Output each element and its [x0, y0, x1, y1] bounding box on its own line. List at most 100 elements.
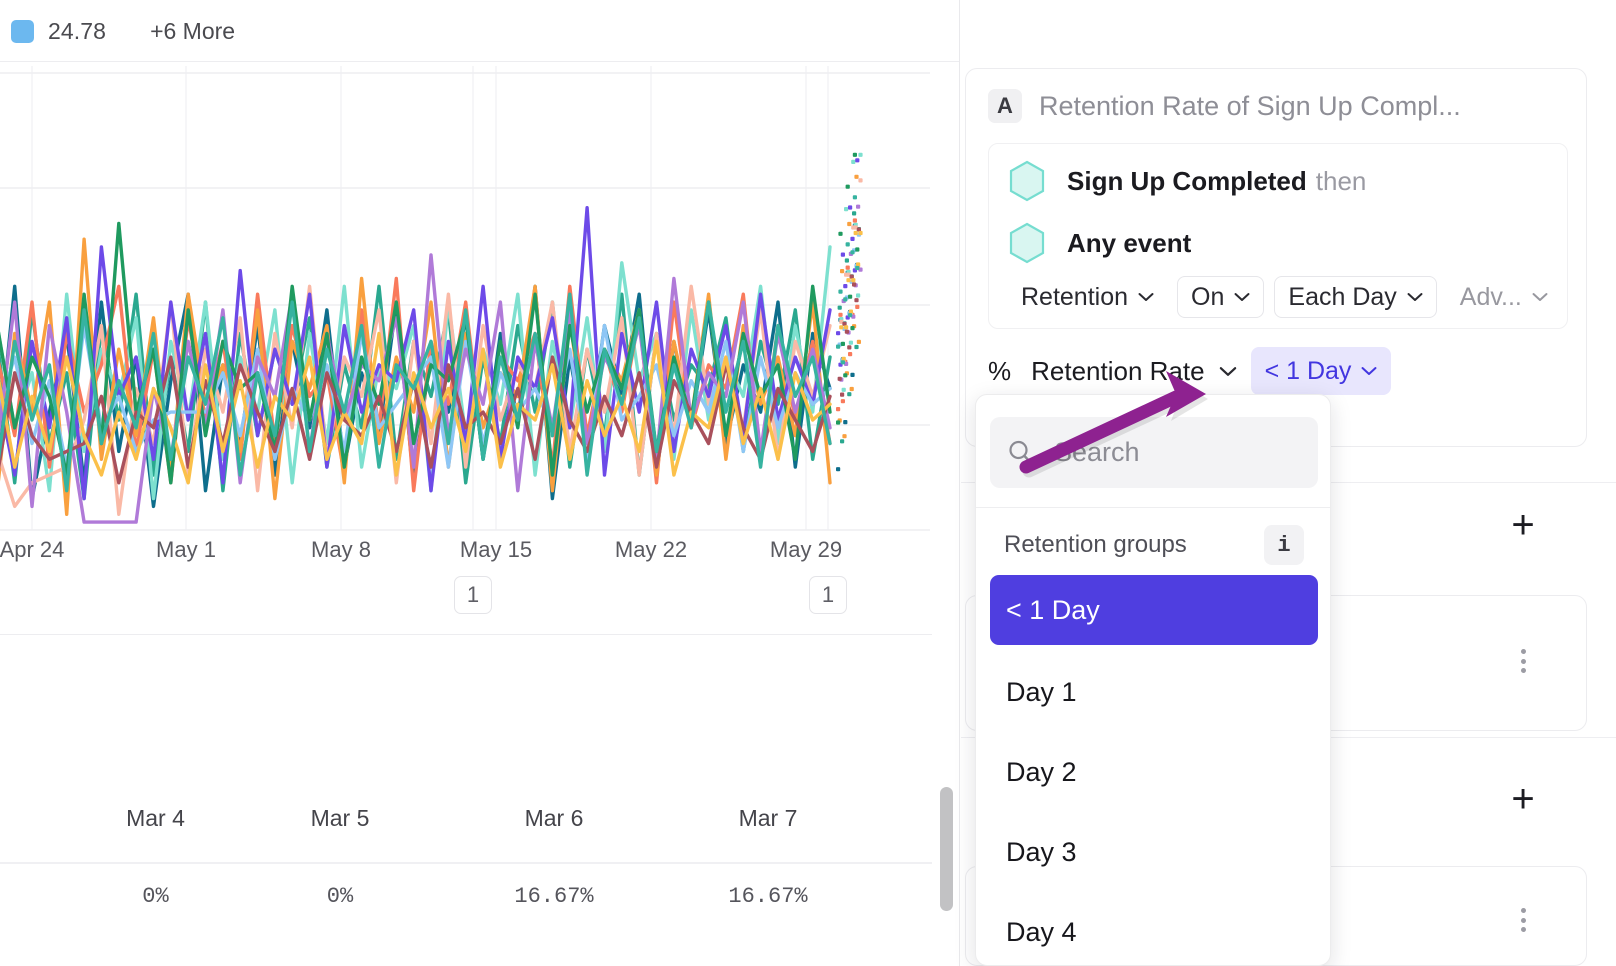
x-axis-tick-label: May 29 [769, 537, 843, 562]
more-options-button-1[interactable] [1511, 646, 1535, 676]
dropdown-option[interactable]: Day 4 [990, 897, 1318, 965]
chart-series-line [0, 292, 832, 493]
event-row-sign-up-completed[interactable]: Sign Up Completed then [1008, 160, 1366, 202]
dropdown-search-wrapper[interactable] [990, 417, 1318, 488]
vertical-scrollbar[interactable] [940, 787, 953, 911]
dropdown-divider [976, 507, 1330, 508]
control-each-day[interactable]: Each Day [1274, 276, 1437, 318]
hexagon-icon [1009, 160, 1045, 202]
chart-projection-dot [852, 282, 857, 287]
chart-projection-dot [855, 304, 860, 309]
control-label: Each Day [1288, 282, 1397, 311]
control-advanced[interactable]: Adv... [1447, 276, 1561, 318]
chart-legend: 24.78 +6 More [0, 0, 959, 62]
table-column-header: Mar 6 [524, 805, 584, 831]
x-axis-tick-label: Apr 24 [0, 537, 65, 562]
legend-color-swatch [11, 19, 34, 43]
query-title-row[interactable]: A Retention Rate of Sign Up Compl... [988, 89, 1461, 123]
control-on[interactable]: On [1177, 276, 1265, 318]
chart-projection-dot [849, 386, 854, 392]
panel-divider [959, 0, 960, 966]
add-section-button-1[interactable]: + [1511, 503, 1535, 547]
chart-projection-dot [854, 344, 859, 350]
chart-projection-dot [855, 158, 860, 163]
chart-projection-dot [844, 325, 849, 330]
chart-projection-dot [858, 230, 863, 236]
chart-projection-dot [848, 340, 853, 345]
control-label: Retention [1021, 282, 1129, 311]
chevron-down-icon [1532, 293, 1548, 301]
table-header-row: Mar 4 Mar 5 Mar 6 Mar 7 [0, 805, 932, 853]
chart-projection-dot [855, 247, 860, 252]
dropdown-option[interactable]: Day 1 [990, 657, 1318, 727]
add-section-button-2[interactable]: + [1511, 777, 1535, 821]
chart-projection-dot [854, 174, 859, 179]
table-column-header: Mar 4 [126, 805, 185, 831]
annotation-badge[interactable]: 1 [454, 576, 492, 614]
chart-projection-dot [850, 326, 855, 331]
chart-projection-dot [840, 269, 845, 274]
chart-projection-dot [846, 278, 851, 283]
chart-projection-dot [836, 331, 841, 336]
chart-projection-dot [848, 352, 853, 357]
chart-panel: 24.78 +6 More Apr 24 May 1 May 8 May 15 May … [0, 0, 959, 932]
chevron-down-icon [1361, 367, 1377, 375]
chart-projection-dot [840, 439, 845, 444]
chart-projection-dot [851, 159, 856, 164]
chart-projection-dot [848, 205, 853, 210]
chevron-down-icon [1234, 293, 1250, 301]
line-chart[interactable] [0, 62, 930, 537]
chart-projection-dot [853, 225, 858, 230]
more-options-button-2[interactable] [1511, 905, 1535, 935]
query-card: A Retention Rate of Sign Up Compl... Sig… [965, 68, 1587, 447]
event-label: Sign Up Completed [1067, 165, 1307, 196]
info-icon[interactable]: i [1264, 525, 1304, 565]
dropdown-option[interactable]: Day 2 [990, 737, 1318, 807]
chart-projection-dot [854, 298, 859, 303]
retention-group-dropdown: Retention groups i < 1 Day Day 1 Day 2 Day … [975, 394, 1331, 966]
table-cell: 0% [326, 884, 354, 909]
chart-projection-dot [844, 361, 849, 366]
chart-projection-dot [852, 152, 857, 157]
legend-more-button[interactable]: +6 More [150, 17, 236, 44]
table-column-header: Mar 5 [310, 805, 370, 831]
retention-group-chip[interactable]: < 1 Day [1250, 347, 1392, 395]
chart-projection-dot [852, 211, 857, 216]
table-row-label-spacer [0, 884, 78, 932]
event-label: Any event [1067, 227, 1192, 258]
dropdown-option[interactable]: Day 3 [990, 817, 1318, 887]
chart-projection-dot [840, 392, 845, 397]
x-axis-tick-label: May 1 [156, 537, 216, 562]
search-input[interactable] [1054, 437, 1294, 468]
retention-group-chip-label: < 1 Day [1264, 356, 1352, 385]
chart-projection-dot [836, 420, 841, 425]
event-row-any-event[interactable]: Any event [1008, 222, 1191, 264]
chart-projection-dot [842, 434, 847, 439]
chart-projection-dot [848, 313, 853, 318]
chevron-down-icon[interactable] [1219, 366, 1237, 377]
chart-projection-dot [840, 252, 845, 257]
query-title[interactable]: Retention Rate of Sign Up Compl... [1039, 90, 1461, 121]
chart-bottom-divider [0, 634, 932, 635]
table-cell: 16.67% [514, 884, 594, 909]
chart-projection-dot [858, 178, 863, 183]
chart-projection-dot [847, 345, 852, 350]
table-column-header: Mar 7 [738, 805, 798, 831]
chart-x-axis: Apr 24 May 1 May 8 May 15 May 22 May 29 [0, 537, 930, 571]
chart-projection-dot [851, 314, 856, 319]
chart-projection-dot [838, 289, 843, 294]
metric-name[interactable]: Retention Rate [1031, 355, 1205, 386]
chart-projection-dot [836, 467, 841, 472]
dropdown-option[interactable]: < 1 Day [990, 575, 1318, 645]
metric-row: % Retention Rate < 1 Day [988, 347, 1392, 395]
chart-projection-dot [839, 325, 844, 330]
hexagon-icon [1009, 222, 1045, 264]
query-letter-badge: A [988, 89, 1022, 123]
annotation-badge[interactable]: 1 [809, 576, 847, 614]
control-retention[interactable]: Retention [1008, 276, 1167, 318]
x-axis-tick-label: May 8 [311, 537, 371, 562]
chart-projection-dot [837, 376, 842, 381]
chart-projection-dot [856, 227, 861, 232]
chart-projection-dot [838, 231, 843, 236]
